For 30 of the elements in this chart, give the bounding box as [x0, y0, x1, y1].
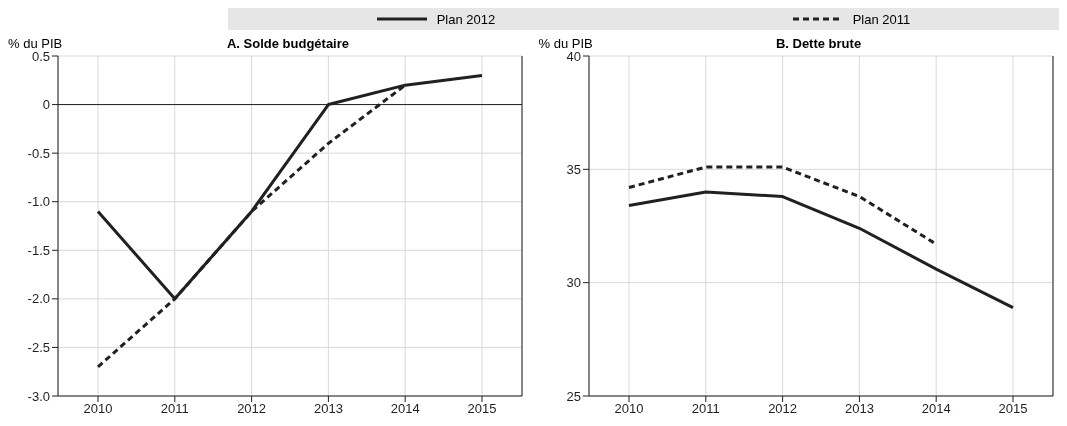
y-tick-label: -2.5 — [27, 340, 50, 356]
y-tick-label: 25 — [566, 388, 581, 404]
y-tick-label: -2.0 — [27, 291, 50, 307]
x-tick-label: 2014 — [921, 401, 951, 417]
y-tick-label: -3.0 — [27, 388, 50, 404]
y-tick-label: -1.0 — [27, 194, 50, 210]
y-axis-title: % du PIB — [8, 36, 64, 51]
x-tick-label: 2011 — [160, 401, 189, 417]
y-tick-label: 35 — [566, 161, 581, 177]
x-tick-label: 2013 — [313, 401, 343, 417]
y-tick-label: 0.5 — [31, 48, 50, 64]
x-tick-label: 2015 — [998, 401, 1027, 417]
y-axis-title: % du PIB — [538, 36, 594, 51]
y-tick-label: -1.5 — [27, 242, 50, 258]
y-tick-label: 0 — [42, 97, 50, 113]
legend-label: Plan 2012 — [436, 11, 496, 27]
chart-title: B. Dette brute — [774, 36, 863, 51]
x-tick-label: 2012 — [237, 401, 267, 417]
x-tick-label: 2010 — [614, 401, 643, 417]
y-tick-label: 30 — [566, 275, 581, 291]
x-tick-label: 2011 — [691, 401, 720, 417]
y-tick-label: 40 — [566, 48, 581, 64]
y-tick-label: -0.5 — [27, 145, 50, 161]
chart-title: A. Solde budgétaire — [225, 36, 351, 51]
x-tick-label: 2015 — [467, 401, 497, 417]
x-tick-label: 2014 — [390, 401, 420, 417]
legend-label: Plan 2011 — [852, 11, 911, 27]
x-tick-label: 2012 — [767, 401, 797, 417]
x-tick-label: 2013 — [844, 401, 874, 417]
x-tick-label: 2010 — [83, 401, 113, 417]
